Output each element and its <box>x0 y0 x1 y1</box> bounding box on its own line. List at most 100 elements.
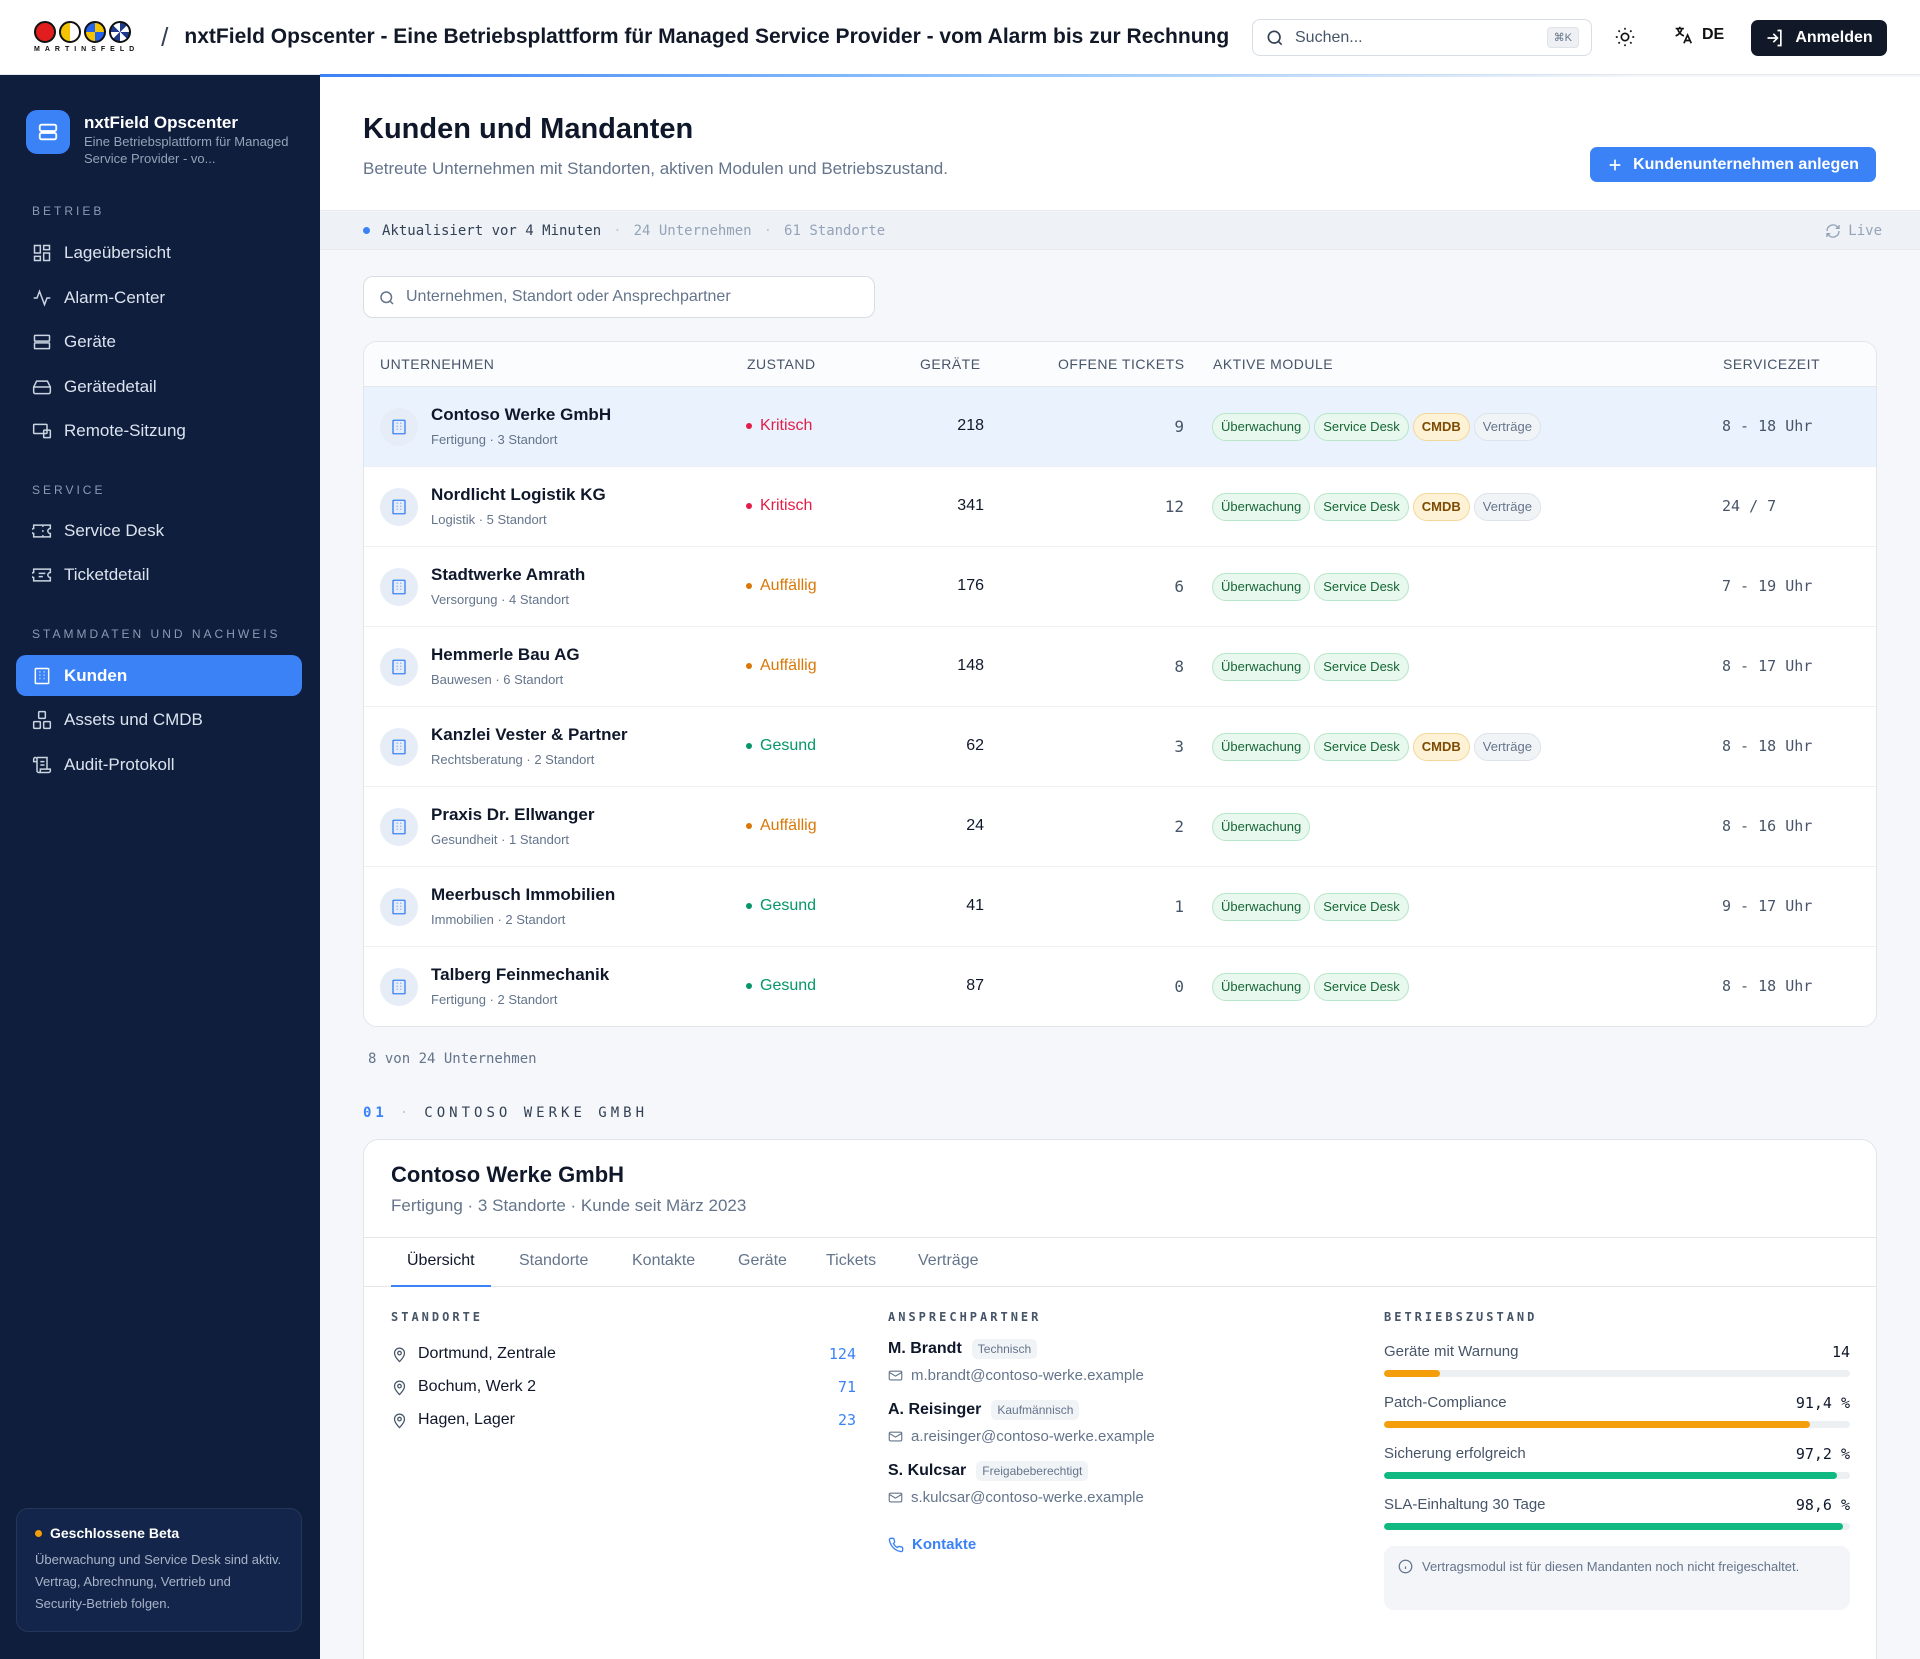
status-bar: Aktualisiert vor 4 Minuten · 24 Unterneh… <box>320 212 1920 250</box>
col-header-company[interactable]: UNTERNEHMEN <box>380 356 495 372</box>
customer-filter-input[interactable]: Unternehmen, Standort oder Ansprechpartn… <box>363 276 875 318</box>
add-customer-label: Kundenunternehmen anlegen <box>1633 155 1859 173</box>
table-row[interactable]: Praxis Dr. Ellwanger Gesundheit · 1 Stan… <box>364 787 1876 867</box>
customer-name[interactable]: Hemmerle Bau AG <box>431 645 580 664</box>
sidebar-item-geraete[interactable]: Geräte <box>16 321 302 362</box>
module-list: Überwachung Service Desk CMDB Verträge <box>1212 413 1541 441</box>
site-item[interactable]: Hagen, Lager 23 <box>391 1409 856 1431</box>
table-row[interactable]: Contoso Werke GmbH Fertigung · 3 Standor… <box>364 387 1876 467</box>
device-count: 24 <box>966 817 984 834</box>
tab-geraete[interactable]: Geräte <box>738 1252 787 1269</box>
beta-text: Überwachung und Service Desk sind aktiv.… <box>35 1552 282 1611</box>
table-row[interactable]: Talberg Feinmechanik Fertigung · 2 Stand… <box>364 947 1876 1026</box>
tab-uebersicht[interactable]: Übersicht <box>391 1238 491 1287</box>
customer-name[interactable]: Praxis Dr. Ellwanger <box>431 805 595 824</box>
contact-email-text: a.reisinger@contoso-werke.example <box>911 1428 1155 1445</box>
module-badge: Überwachung <box>1212 653 1311 681</box>
customer-name[interactable]: Kanzlei Vester & Partner <box>431 725 628 744</box>
sidebar-item-label: Assets und CMDB <box>64 709 203 729</box>
dashboard-icon <box>33 244 51 261</box>
theme-toggle-sun-icon[interactable] <box>1614 26 1636 48</box>
status-badge: Gesund <box>746 897 816 915</box>
ticket-count: 6 <box>1174 577 1184 596</box>
tab-standorte[interactable]: Standorte <box>519 1252 589 1269</box>
sidebar-item-alarm-center[interactable]: Alarm-Center <box>16 277 302 318</box>
map-pin-icon <box>393 1413 406 1428</box>
module-badge: Überwachung <box>1212 573 1311 601</box>
col-header-service[interactable]: SERVICEZEIT <box>1723 356 1821 372</box>
translate-icon <box>1675 26 1693 44</box>
contact-name[interactable]: S. Kulcsar Freigabeberechtigt <box>888 1461 1089 1481</box>
customer-name[interactable]: Talberg Feinmechanik <box>431 965 610 984</box>
module-list: Überwachung Service Desk <box>1212 893 1409 921</box>
health-metric: Patch-Compliance 91,4 % <box>1384 1394 1850 1428</box>
customer-name[interactable]: Contoso Werke GmbH <box>431 405 612 424</box>
health-metric: Geräte mit Warnung 14 <box>1384 1343 1850 1377</box>
login-button[interactable]: Anmelden <box>1751 20 1887 56</box>
table-row[interactable]: Nordlicht Logistik KG Logistik · 5 Stand… <box>364 467 1876 547</box>
sidebar-item-kunden[interactable]: Kunden <box>16 655 302 696</box>
site-device-count: 124 <box>828 1345 856 1363</box>
col-header-state[interactable]: ZUSTAND <box>747 356 816 372</box>
tab-vertraege[interactable]: Verträge <box>918 1252 979 1269</box>
brand-subtitle: Eine Betriebsplattform für Managed Servi… <box>84 134 289 166</box>
live-refresh-button[interactable]: Live <box>1825 223 1882 239</box>
table-row[interactable]: Meerbusch Immobilien Immobilien · 2 Stan… <box>364 867 1876 947</box>
status-badge: Kritisch <box>746 497 812 515</box>
col-header-devices[interactable]: GERÄTE <box>920 356 981 372</box>
contact-email[interactable]: s.kulcsar@contoso-werke.example <box>888 1489 1144 1506</box>
site-item[interactable]: Dortmund, Zentrale 124 <box>391 1343 856 1365</box>
ticket-count: 2 <box>1174 817 1184 836</box>
language-label: DE <box>1702 26 1725 43</box>
contact-name[interactable]: M. Brandt Technisch <box>888 1339 1038 1359</box>
status-badge: Auffällig <box>746 657 817 675</box>
sidebar-brand[interactable]: nxtField Opscenter Eine Betriebsplattfor… <box>26 110 294 167</box>
contact-email[interactable]: m.brandt@contoso-werke.example <box>888 1367 1144 1384</box>
tab-tickets[interactable]: Tickets <box>826 1252 877 1269</box>
service-time: 7 - 19 Uhr <box>1722 577 1813 595</box>
sidebar-item-remote-sitzung[interactable]: Remote-Sitzung <box>16 410 302 451</box>
sidebar-item-assets-cmdb[interactable]: Assets und CMDB <box>16 699 302 740</box>
tab-kontakte[interactable]: Kontakte <box>632 1252 696 1269</box>
search-icon <box>1267 30 1283 45</box>
customer-name[interactable]: Meerbusch Immobilien <box>431 885 616 904</box>
metric-progress-bar <box>1384 1421 1850 1428</box>
nav-section-betrieb: BETRIEB <box>32 204 105 218</box>
sidebar-item-audit-protokoll[interactable]: Audit-Protokoll <box>16 744 302 785</box>
module-badge: Service Desk <box>1314 893 1409 921</box>
contacts-link[interactable]: Kontakte <box>888 1536 976 1553</box>
module-badge: Überwachung <box>1212 733 1311 761</box>
global-search-input[interactable]: Suchen... ⌘K <box>1252 19 1592 56</box>
customer-name[interactable]: Stadtwerke Amrath <box>431 565 586 584</box>
col-header-modules: AKTIVE MODULE <box>1213 356 1334 372</box>
contact-email[interactable]: a.reisinger@contoso-werke.example <box>888 1428 1155 1445</box>
metric-value: 91,4 % <box>1795 1394 1850 1412</box>
health-metric: SLA-Einhaltung 30 Tage 98,6 % <box>1384 1496 1850 1530</box>
sidebar-item-service-desk[interactable]: Service Desk <box>16 510 302 551</box>
col-header-tickets[interactable]: OFFENE TICKETS <box>1058 356 1185 372</box>
contact-name[interactable]: A. Reisinger Kaufmännisch <box>888 1400 1080 1420</box>
add-customer-button[interactable]: Kundenunternehmen anlegen <box>1590 147 1876 182</box>
customer-table: UNTERNEHMEN ZUSTAND GERÄTE OFFENE TICKET… <box>363 341 1877 1027</box>
table-row[interactable]: Hemmerle Bau AG Bauwesen · 6 Standort Au… <box>364 627 1876 707</box>
site-item[interactable]: Bochum, Werk 2 71 <box>391 1376 856 1398</box>
sidebar-item-lageuebersicht[interactable]: Lageübersicht <box>16 232 302 273</box>
building-icon <box>380 888 418 926</box>
language-switch[interactable]: DE <box>1672 24 1724 46</box>
company-logo[interactable]: MARTINSFELD <box>34 21 139 53</box>
customer-meta: Fertigung · 2 Standort <box>431 992 558 1007</box>
table-row[interactable]: Stadtwerke Amrath Versorgung · 4 Standor… <box>364 547 1876 627</box>
customer-meta: Immobilien · 2 Standort <box>431 912 566 927</box>
status-sites: 61 Standorte <box>784 222 886 239</box>
health-label: BETRIEBSZUSTAND <box>1384 1310 1538 1324</box>
sidebar-item-geraetedetail[interactable]: Gerätedetail <box>16 366 302 407</box>
table-row[interactable]: Kanzlei Vester & Partner Rechtsberatung … <box>364 707 1876 787</box>
customer-name[interactable]: Nordlicht Logistik KG <box>431 485 606 504</box>
top-bar: MARTINSFELD / nxtField Opscenter - Eine … <box>0 0 1920 75</box>
sidebar-item-label: Ticketdetail <box>64 564 150 584</box>
building-icon <box>380 648 418 686</box>
sidebar-item-ticketdetail[interactable]: Ticketdetail <box>16 554 302 595</box>
customer-meta: Versorgung · 4 Standort <box>431 592 570 607</box>
table-count: 8 von 24 Unternehmen <box>368 1051 537 1067</box>
detail-tabs: Übersicht Standorte Kontakte Geräte Tick… <box>364 1237 1876 1287</box>
